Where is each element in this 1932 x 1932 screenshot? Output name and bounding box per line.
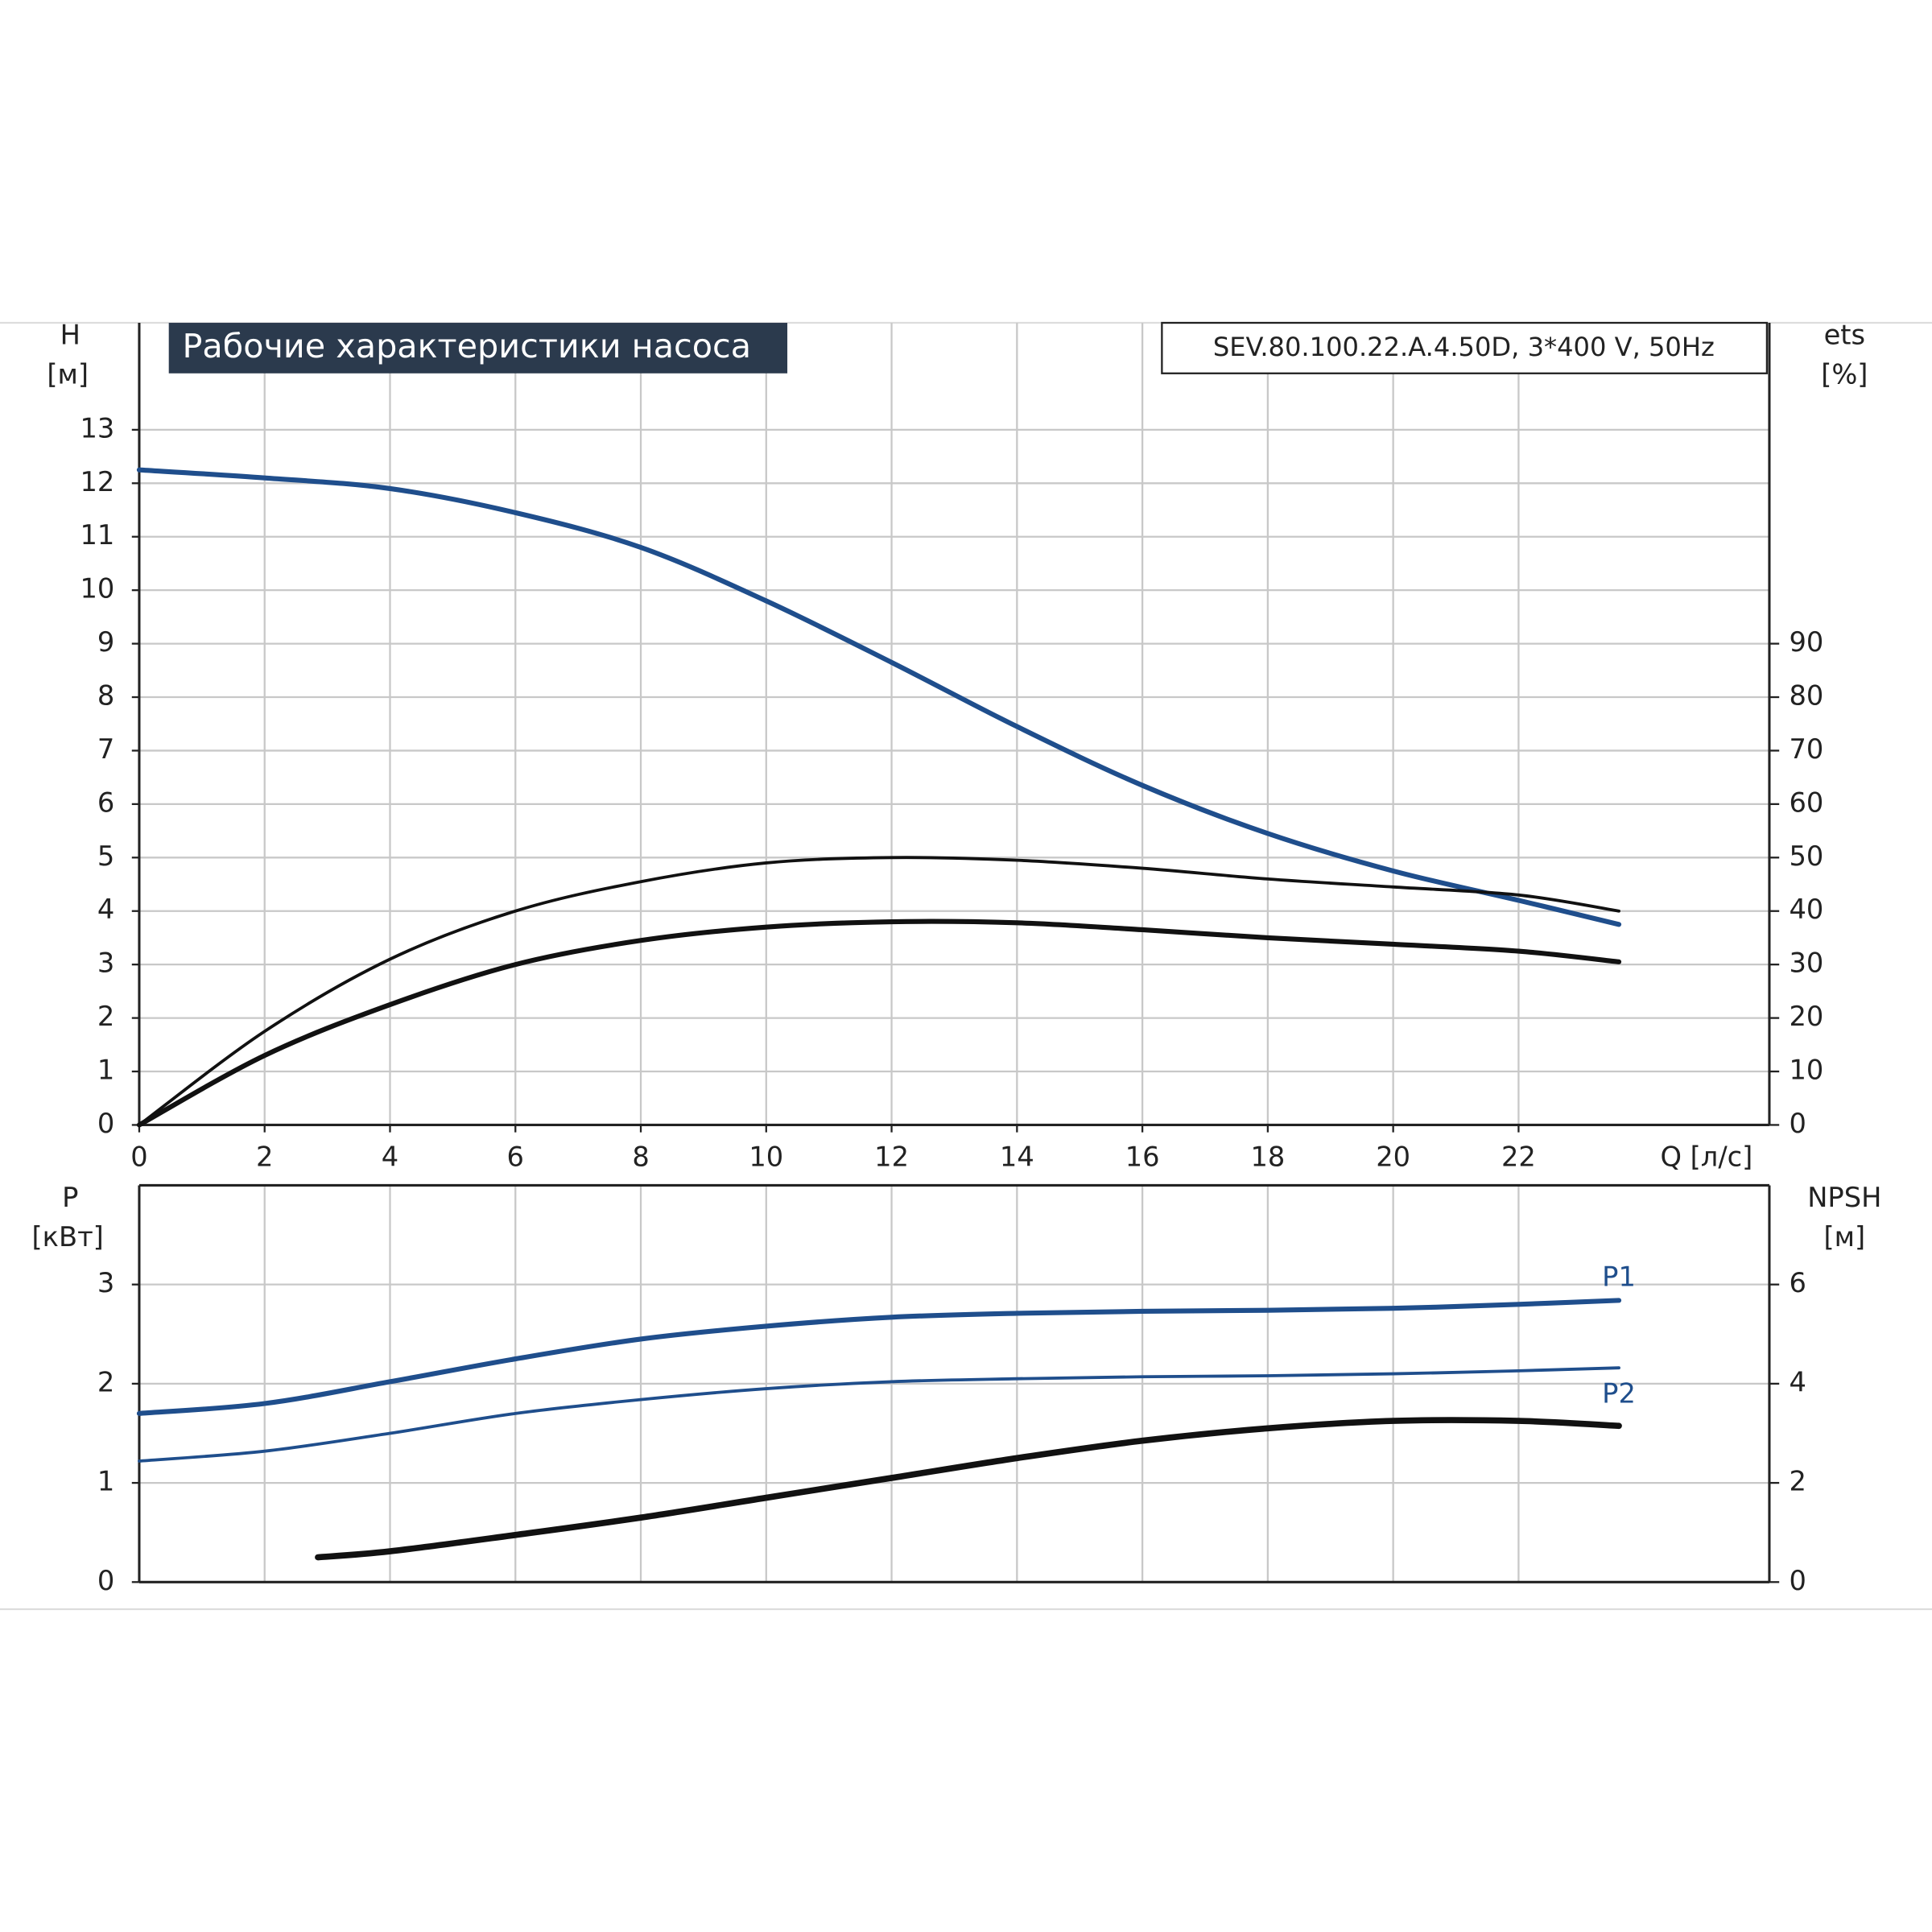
x-tick-label: 0 (130, 1141, 147, 1172)
y-tick-label: 6 (97, 786, 114, 818)
y-tick-label: 0 (97, 1108, 114, 1139)
y2-tick-label: 40 (1789, 894, 1823, 925)
y2-tick-label: 60 (1789, 786, 1823, 818)
series-line (315, 1417, 1622, 1561)
y2-unit: [%] (1821, 358, 1868, 390)
y-label: P (62, 1182, 78, 1213)
y-tick-label: 11 (80, 519, 115, 551)
y2-tick-label: 4 (1789, 1366, 1806, 1397)
x-tick-label: 18 (1250, 1141, 1285, 1172)
y-tick-label: 2 (97, 1001, 114, 1032)
y2-tick-label: 20 (1789, 1001, 1823, 1032)
y2-tick-label: 80 (1789, 680, 1823, 712)
y-tick-label: 13 (80, 412, 115, 444)
series-label: P2 (1602, 1377, 1636, 1409)
x-tick-label: 20 (1376, 1141, 1410, 1172)
y2-tick-label: 30 (1789, 947, 1823, 979)
y-tick-label: 2 (97, 1366, 114, 1397)
y-tick-label: 4 (97, 894, 114, 925)
y-unit: [м] (47, 358, 89, 390)
y2-tick-label: 10 (1789, 1055, 1823, 1086)
y-tick-label: 5 (97, 840, 114, 872)
y2-label: ets (1824, 319, 1865, 350)
y2-tick-label: 6 (1789, 1267, 1806, 1298)
chart-subtitle: SEV.80.100.22.A.4.50D, 3*400 V, 50Hz (1213, 332, 1715, 362)
y-label: H (60, 319, 80, 350)
y-tick-label: 3 (97, 947, 114, 979)
series-label: P1 (1602, 1261, 1636, 1292)
x-tick-label: 16 (1125, 1141, 1160, 1172)
y2-tick-label: 0 (1789, 1565, 1806, 1596)
title-box (168, 323, 788, 374)
y-tick-label: 10 (80, 573, 115, 605)
y-tick-label: 9 (97, 626, 114, 658)
series-line (136, 467, 1622, 927)
subtitle-box (1161, 321, 1769, 374)
x-tick-label: 22 (1501, 1141, 1536, 1172)
y-tick-label: 12 (80, 466, 115, 497)
y2-tick-label: 0 (1789, 1108, 1806, 1139)
y2-tick-label: 70 (1789, 733, 1823, 765)
y2-unit: [м] (1823, 1221, 1865, 1253)
x-tick-label: 10 (749, 1141, 783, 1172)
x-tick-label: 14 (1000, 1141, 1034, 1172)
chart-title: Рабочие характеристики насоса (183, 327, 752, 365)
y2-tick-label: 90 (1789, 626, 1823, 658)
y-tick-label: 3 (97, 1267, 114, 1298)
series-line (138, 856, 1620, 1127)
y-tick-label: 0 (97, 1565, 114, 1596)
x-label: Q [л/с] (1660, 1141, 1752, 1172)
series-line (136, 1298, 1622, 1416)
y-tick-label: 7 (97, 733, 114, 765)
y-unit: [кВт] (32, 1221, 104, 1253)
y-tick-label: 1 (97, 1055, 114, 1086)
x-tick-label: 12 (874, 1141, 909, 1172)
y2-tick-label: 2 (1789, 1466, 1806, 1497)
x-tick-label: 2 (256, 1141, 273, 1172)
x-tick-label: 6 (507, 1141, 524, 1172)
x-tick-label: 8 (632, 1141, 649, 1172)
y-tick-label: 8 (97, 680, 114, 712)
y2-label: NPSH (1807, 1182, 1881, 1213)
y-tick-label: 1 (97, 1466, 114, 1497)
series-line (136, 919, 1622, 1128)
x-tick-label: 4 (382, 1141, 398, 1172)
y2-tick-label: 50 (1789, 840, 1823, 872)
series-line (138, 1366, 1620, 1463)
